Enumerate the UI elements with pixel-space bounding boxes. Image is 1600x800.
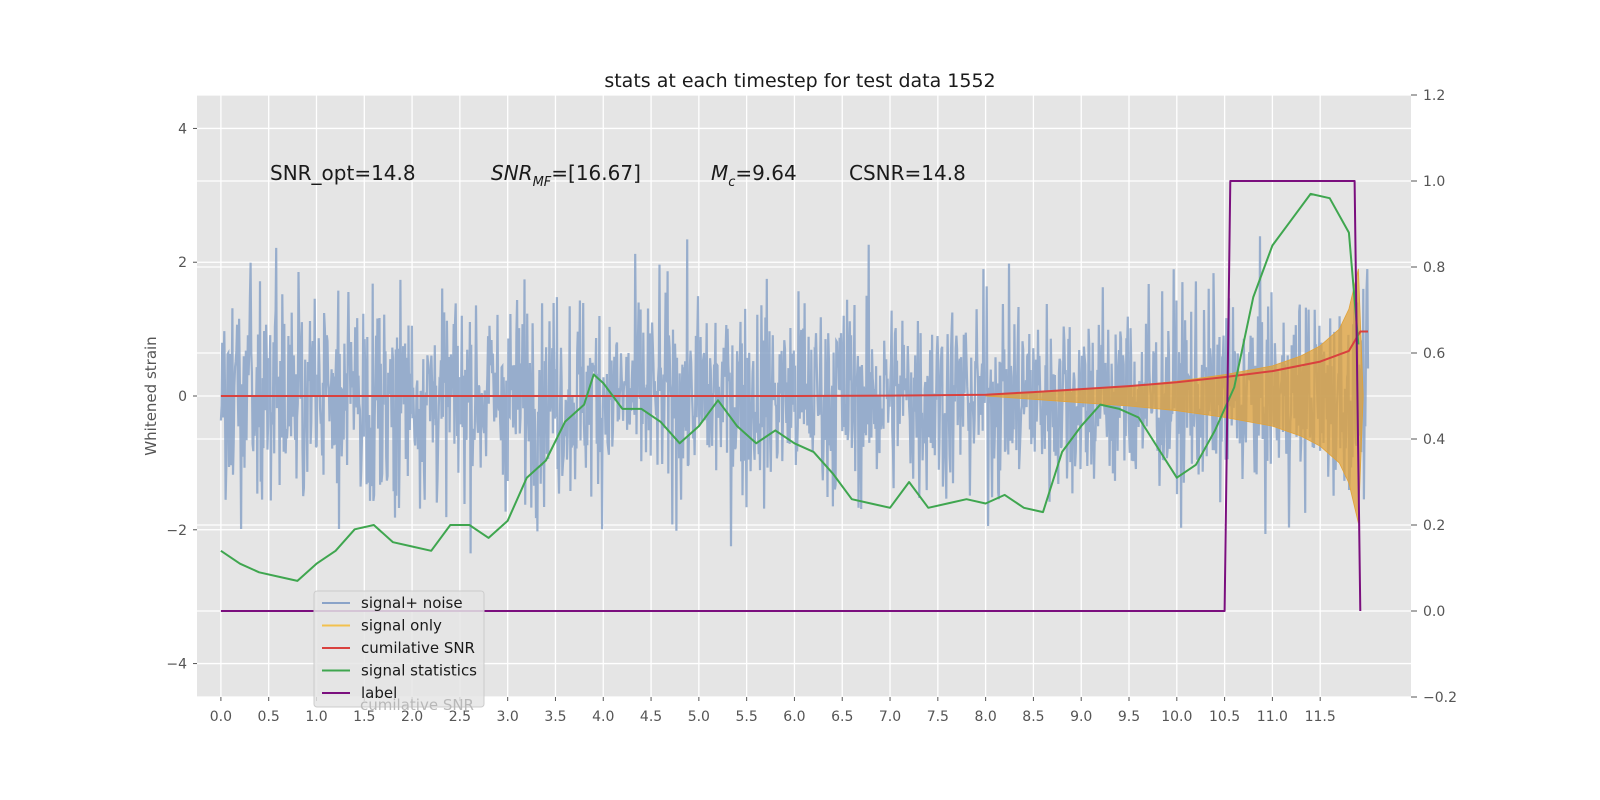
annotation-snr-opt: SNR_opt=14.8	[270, 161, 416, 185]
series-label	[220, 180, 1362, 612]
x-tick-label: 10.5	[1209, 709, 1240, 725]
annotation-snr-mf-tail: =[16.67]	[551, 161, 641, 185]
x-tick-label: 1.5	[353, 709, 375, 725]
x-tick-label: 2.0	[401, 709, 423, 725]
y2-tick-label: 0.6	[1423, 346, 1445, 362]
x-tick-label: 9.5	[1118, 709, 1140, 725]
x-tick-label: 5.0	[688, 709, 710, 725]
legend-entry-label: label	[361, 684, 397, 702]
x-tick-label: 7.0	[879, 709, 901, 725]
y2-tick-label: 1.2	[1423, 88, 1445, 104]
annotation-mc-main: M	[711, 161, 728, 185]
y-axis-ticks: −4 −2 0 2 4	[166, 121, 197, 673]
x-tick-label: 0.0	[210, 709, 232, 725]
annotation-snr-mf: SNRMF=[16.67]	[491, 161, 641, 190]
series-lines	[220, 180, 1368, 612]
y-tick-label: −4	[166, 657, 187, 673]
x-tick-label: 4.5	[640, 709, 662, 725]
x-tick-label: 3.0	[497, 709, 519, 725]
x-tick-label: 0.5	[258, 709, 280, 725]
noise-band	[219, 236, 1370, 554]
x-tick-label: 11.5	[1305, 709, 1336, 725]
x-axis-ticks: 0.0 0.5 1.0 1.5 2.0 2.5 3.0 3.5 4.0 4.5 5.0 5.5 6.0 6…	[210, 697, 1336, 725]
x-tick-label: 10.0	[1161, 709, 1192, 725]
x-tick-label: 5.5	[736, 709, 758, 725]
annotation-snr-mf-main: SNR	[491, 161, 533, 185]
x-tick-label: 1.0	[305, 709, 327, 725]
legend-entry-label: signal only	[361, 617, 442, 635]
x-tick-label: 8.0	[974, 709, 996, 725]
series-cumilative-snr	[220, 330, 1368, 397]
x-tick-label: 4.0	[592, 709, 614, 725]
legend-entry-label: signal statistics	[361, 662, 477, 680]
legend: cumilative SNR signal+ noise signal only c…	[313, 590, 485, 714]
annotation-mc-tail: =9.64	[735, 161, 796, 185]
y2-tick-label: 0.2	[1423, 518, 1445, 534]
x-tick-label: 11.0	[1257, 709, 1288, 725]
annotations: SNR_opt=14.8 SNRMF=[16.67] Mc=9.64 CSNR=…	[270, 161, 966, 190]
y-axis-label: Whitened strain	[142, 336, 160, 455]
annotation-mc: Mc=9.64	[711, 161, 797, 190]
x-tick-label: 3.5	[544, 709, 566, 725]
x-tick-label: 9.0	[1070, 709, 1092, 725]
y-tick-label: 2	[178, 255, 187, 271]
x-tick-label: 8.5	[1022, 709, 1044, 725]
y2-tick-label: 0.8	[1423, 260, 1445, 276]
chart-title: stats at each timestep for test data 155…	[604, 70, 995, 92]
legend-box	[313, 590, 485, 708]
y-tick-label: −2	[166, 523, 187, 539]
y-tick-label: 4	[178, 121, 187, 137]
annotation-snr-mf-sub: MF	[533, 175, 552, 190]
x-tick-label: 2.5	[449, 709, 471, 725]
x-tick-label: 7.5	[927, 709, 949, 725]
right-axis-ticks: −0.2 0.0 0.2 0.4 0.6 0.8 1.0 1.2	[1411, 88, 1457, 706]
y-tick-label: 0	[178, 389, 187, 405]
annotation-mc-sub: c	[728, 175, 735, 190]
y2-tick-label: −0.2	[1423, 690, 1457, 706]
series-signal-statistics	[220, 192, 1360, 582]
legend-entry-label: signal+ noise	[361, 594, 463, 612]
x-tick-label: 6.0	[783, 709, 805, 725]
y2-tick-label: 0.4	[1423, 432, 1445, 448]
y2-tick-label: 1.0	[1423, 174, 1445, 190]
legend-ghost-text: cumilative SNR	[360, 696, 474, 714]
series-signal-noise	[219, 236, 1370, 554]
x-tick-label: 6.5	[831, 709, 853, 725]
annotation-csnr: CSNR=14.8	[849, 161, 966, 185]
legend-entry-label: cumilative SNR	[361, 639, 475, 657]
y2-tick-label: 0.0	[1423, 604, 1445, 620]
